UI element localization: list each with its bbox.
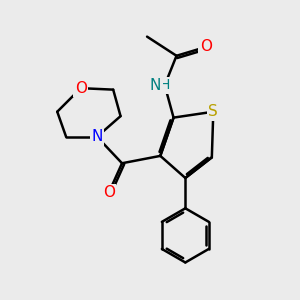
Text: O: O	[75, 81, 87, 96]
Text: S: S	[208, 104, 218, 119]
Text: O: O	[103, 185, 115, 200]
Text: H: H	[160, 78, 170, 92]
Text: N: N	[91, 129, 103, 144]
Text: O: O	[200, 39, 212, 54]
Text: N: N	[150, 78, 161, 93]
